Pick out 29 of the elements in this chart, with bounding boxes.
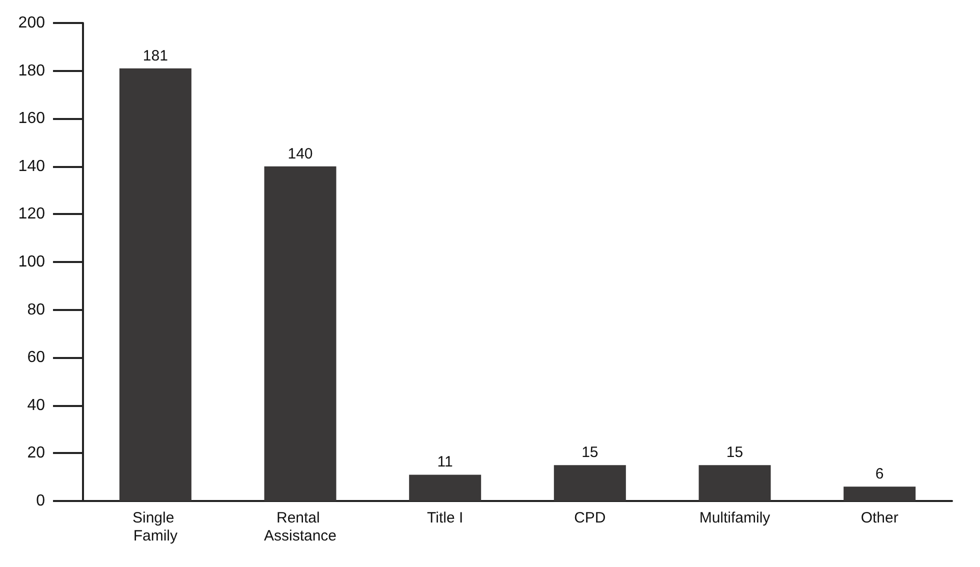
data-label: 140 bbox=[288, 145, 313, 162]
data-label: 6 bbox=[875, 466, 884, 483]
x-tick-label: Rental Assistance bbox=[264, 510, 337, 544]
y-tick-label: 120 bbox=[18, 206, 46, 223]
y-tick-label: 40 bbox=[27, 396, 46, 414]
bar bbox=[698, 465, 771, 501]
bar bbox=[119, 68, 192, 501]
y-tick-label: 20 bbox=[27, 444, 46, 462]
y-tick-label: 100 bbox=[18, 254, 46, 270]
y-tick-label: 60 bbox=[27, 349, 46, 366]
bar bbox=[264, 166, 336, 501]
x-tick-label: Multifamily bbox=[699, 510, 771, 526]
data-label: 11 bbox=[437, 454, 453, 471]
data-label: 15 bbox=[582, 444, 598, 462]
y-tick-label: 180 bbox=[18, 62, 46, 80]
bar bbox=[409, 474, 482, 501]
x-tick-label: Single Family bbox=[132, 510, 178, 544]
x-tick-label: Other bbox=[860, 510, 898, 526]
x-tick-label: CPD bbox=[574, 510, 606, 526]
y-tick-label: 160 bbox=[18, 110, 46, 128]
data-label: 15 bbox=[726, 444, 744, 462]
y-tick-label: 0 bbox=[36, 492, 46, 510]
bar bbox=[844, 486, 916, 501]
data-label: 181 bbox=[142, 47, 168, 64]
bar bbox=[554, 465, 626, 501]
y-tick-label: 80 bbox=[27, 301, 46, 318]
x-tick-label: Title I bbox=[427, 510, 464, 526]
y-tick-label: 140 bbox=[18, 158, 46, 175]
y-tick-label: 200 bbox=[18, 14, 46, 32]
